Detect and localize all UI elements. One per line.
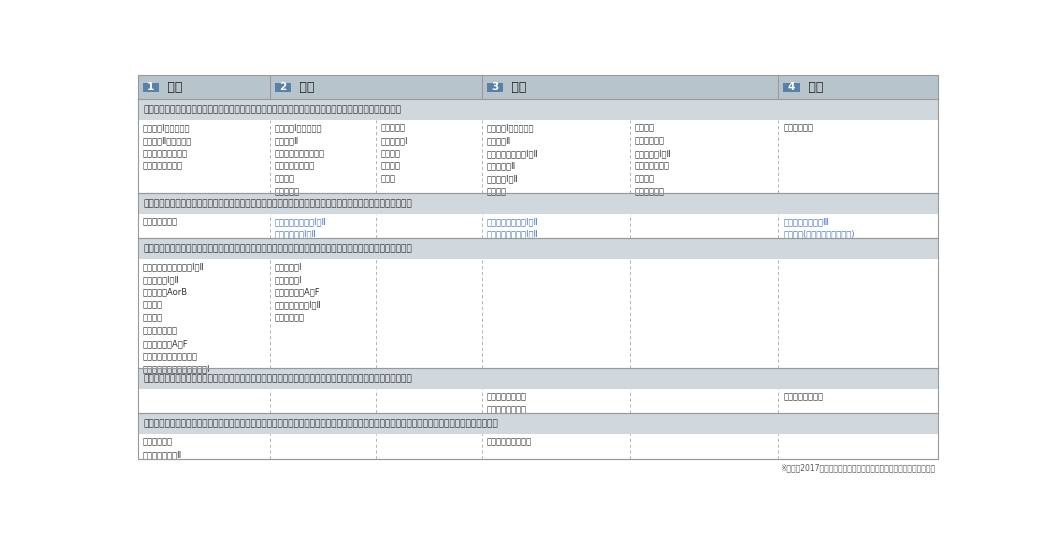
Text: 年次: 年次 [507, 81, 527, 94]
Text: 年次: 年次 [295, 81, 315, 94]
Bar [138, 413, 939, 434]
Text: 3: 3 [491, 82, 499, 93]
Text: 機械のしくみ
ワークショップⅡ: 機械のしくみ ワークショップⅡ [143, 437, 182, 459]
Text: 年次: 年次 [803, 81, 823, 94]
Text: 材料力学Ⅰおよび演習
材料力学Ⅱ
流体の力学および演習
熱力学および演習
材料工学
機械材料学: 材料力学Ⅰおよび演習 材料力学Ⅱ 流体の力学および演習 熱力学および演習 材料工… [275, 123, 324, 196]
Bar [138, 120, 939, 193]
Text: 従来からの機械工学の専門分野に加え、機械工学における先端的な周辺分野の科学技術の知識と技術を持つ: 従来からの機械工学の専門分野に加え、機械工学における先端的な周辺分野の科学技術の… [144, 105, 401, 114]
Bar [783, 83, 799, 91]
Text: 機械力学Ⅰおよび演習
機械力学Ⅱ
先端精密機械加工Ⅰ・Ⅱ
精密測定法Ⅱ
制御工学Ⅰ・Ⅱ
光学機器: 機械力学Ⅰおよび演習 機械力学Ⅱ 先端精密機械加工Ⅰ・Ⅱ 精密測定法Ⅱ 制御工学… [487, 123, 539, 196]
Bar [138, 75, 939, 100]
Text: プレゼンテーション: プレゼンテーション [487, 437, 532, 446]
Text: 微分方程式Ⅰ
確率・統計Ⅰ
自然科学概論A～F
プログラミングⅠ・Ⅱ
情報処理工学: 微分方程式Ⅰ 確率・統計Ⅰ 自然科学概論A～F プログラミングⅠ・Ⅱ 情報処理工… [275, 262, 321, 322]
Text: 1: 1 [147, 82, 154, 93]
Text: 理工系の幅広い基礎知識を持つとともに、常に新しい科学技術の知識と技術の獲得に努める積極的な姿勢を持つ: 理工系の幅広い基礎知識を持つとともに、常に新しい科学技術の知識と技術の獲得に努め… [144, 244, 413, 253]
Text: 機械工学実験実習Ⅰ・Ⅱ
機械設計製図Ⅰ・Ⅱ: 機械工学実験実習Ⅰ・Ⅱ 機械設計製図Ⅰ・Ⅱ [275, 217, 327, 239]
Text: 先端機械設計製図Ⅲ
卒業研究(右ページ研究室参照): 先端機械設計製図Ⅲ 卒業研究(右ページ研究室参照) [783, 217, 855, 239]
Text: 電子工学
応用電子工学
機械設計学Ⅰ・Ⅱ
先端自動車工学
品質管理
先端医用工学: 電子工学 応用電子工学 機械設計学Ⅰ・Ⅱ 先端自動車工学 品質管理 先端医用工学 [635, 123, 672, 196]
Text: 年次: 年次 [163, 81, 183, 94]
Bar [138, 368, 939, 389]
Bar [138, 389, 939, 413]
Text: ワークショップ: ワークショップ [143, 217, 177, 226]
Text: 2: 2 [279, 82, 287, 93]
Text: インターンシップ
先端機械総合演習: インターンシップ 先端機械総合演習 [487, 392, 527, 414]
Text: ※上記は2017年度の開講予定科目です。変更になる場合があります。: ※上記は2017年度の開講予定科目です。変更になる場合があります。 [780, 464, 936, 473]
Text: 4: 4 [788, 82, 795, 93]
Text: 微分積分学および演習Ⅰ・Ⅱ
線形代数学Ⅰ・Ⅱ
基礎物理学AorB
基礎化学
物理実験
化学・生物実験
自然科学概論A～F
コンピュータリテラシー
コンピュータプ: 微分積分学および演習Ⅰ・Ⅱ 線形代数学Ⅰ・Ⅱ 基礎物理学AorB 基礎化学 物理… [143, 262, 210, 374]
Text: 集積回路工学: 集積回路工学 [783, 123, 814, 132]
Bar [138, 434, 939, 459]
Bar [143, 83, 159, 91]
Text: 科学技術と人間・社会との関わりを理解し、科学技術者として必要な教養、キャリア意識、倒理観を身につける: 科学技術と人間・社会との関わりを理解し、科学技術者として必要な教養、キャリア意識… [144, 374, 413, 383]
Bar [275, 83, 291, 91]
Bar [138, 100, 939, 120]
Text: 機械工学およびその先端的な周辺分野の知識と技術を活用し、さまざまな課題に挑戰し、解決する実践力を持つ: 機械工学およびその先端的な周辺分野の知識と技術を活用し、さまざまな課題に挑戰し、… [144, 199, 413, 208]
Bar [138, 238, 939, 259]
Text: 加工学基礎
精密測定法Ⅰ
応用光学
電気工学
機構学: 加工学基礎 精密測定法Ⅰ 応用光学 電気工学 機構学 [381, 123, 408, 183]
Bar [138, 259, 939, 368]
Text: 工業力学Ⅰおよび演習
工業力学Ⅱおよび演習
メカトロニクス概論
先端機械工学入門: 工業力学Ⅰおよび演習 工業力学Ⅱおよび演習 メカトロニクス概論 先端機械工学入門 [143, 123, 192, 171]
Text: インターンシップ: インターンシップ [783, 392, 823, 401]
Text: グローバルな視野を持ち、将来、科学技術者として世界で活躍できるコミュニケーション力やプレゼンテーション力などの汎用的能力を身につける: グローバルな視野を持ち、将来、科学技術者として世界で活躍できるコミュニケーション… [144, 419, 498, 428]
Bar [487, 83, 503, 91]
Bar [138, 193, 939, 214]
Bar [138, 214, 939, 238]
Text: 先端機械実験実習Ⅰ・Ⅱ
先端機械設計製図Ⅰ・Ⅱ: 先端機械実験実習Ⅰ・Ⅱ 先端機械設計製図Ⅰ・Ⅱ [487, 217, 539, 239]
